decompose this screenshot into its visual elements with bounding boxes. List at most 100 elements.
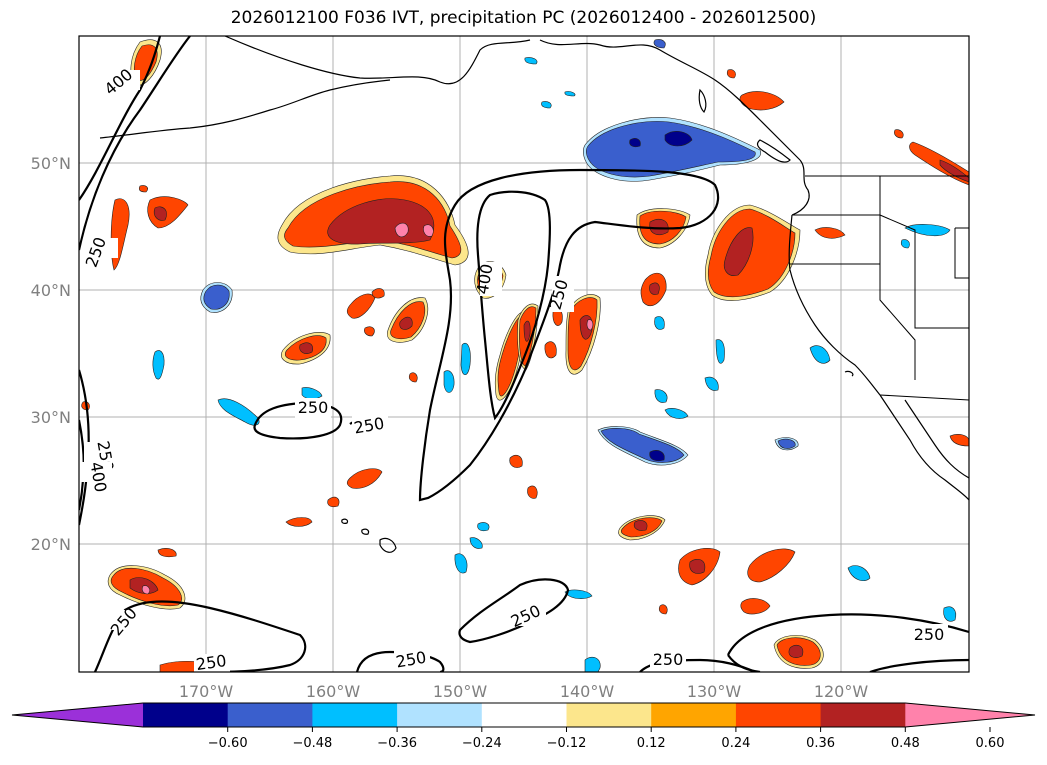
coastlines: [99, 36, 969, 553]
colorbar-segment: [735, 703, 822, 727]
pc-neg-27n-core: [649, 450, 665, 462]
contour-label-bg-13: [910, 624, 948, 644]
colorbar-tick-label: 0.12: [637, 736, 666, 751]
pc-neg-sw-22n-a: [477, 522, 490, 532]
pc-neg-15n-right: [943, 606, 957, 622]
pc-neg-35n-right: [654, 316, 665, 330]
pc-patch-21n-core: [633, 520, 648, 531]
pc-neg-bc-large-inner: [586, 121, 756, 178]
pc-patch-ne-40n-core: [649, 282, 660, 295]
border-nv-ut: [914, 264, 969, 329]
border-id: [879, 176, 916, 264]
contour-label-bg-4: [295, 398, 331, 418]
pc-neg-31n-b: [301, 387, 323, 400]
pc-patch-37n-core: [399, 316, 413, 330]
pc-neg-sw-20n: [469, 537, 483, 549]
pc-neg-27n-b-inner: [777, 438, 796, 449]
map-title: 2026012100 F036 IVT, precipitation PC (2…: [230, 8, 817, 28]
colorbar-tick-label: −0.60: [208, 736, 248, 751]
pc-patch-bc-c: [894, 129, 904, 139]
pc-patch-25n-b: [509, 454, 523, 468]
latitude-labels: 50°N 40°N 30°N 20°N: [31, 154, 71, 554]
lat-label-30n: 30°N: [31, 408, 71, 427]
contour-label-bg-11: [510, 606, 546, 626]
colorbar-segment: [566, 703, 652, 727]
colorbar-tick-label: −0.24: [462, 736, 502, 751]
pc-neg-33n-right: [715, 339, 725, 364]
colorbar-segment: [481, 703, 567, 727]
colorbar-tick-label: 0.60: [976, 736, 1005, 751]
ivt-contour-west-250: [79, 36, 191, 251]
pc-patch-19n-small: [157, 548, 177, 558]
pc-neg-bc-core: [664, 131, 693, 147]
colorbar-tick-label: 0.36: [806, 736, 835, 751]
lon-label-150w: 150°W: [433, 682, 488, 701]
longitude-labels: 170°W 160°W 150°W 140°W 130°W 120°W: [179, 682, 869, 701]
pc-patch-band-d-peak: [586, 319, 594, 331]
pc-neg-35n-coast: [809, 345, 831, 364]
map-frame: [78, 35, 970, 673]
pc-neg-30n-mid: [654, 389, 668, 403]
coastline-hawaii-oahu: [341, 518, 349, 524]
pc-patch-band-a-inner: [497, 315, 523, 397]
pc-patch-coast-45n-core: [723, 227, 754, 276]
colorbar-segment: [397, 703, 483, 727]
lat-label-20n: 20°N: [31, 535, 71, 554]
lon-label-170w: 170°W: [179, 682, 234, 701]
coastline-hawaii-maui: [361, 528, 370, 535]
ivt-contour-bottom-right2: [727, 613, 969, 656]
lat-label-40n: 40°N: [31, 281, 71, 300]
pc-neg-41n-coast: [900, 239, 910, 249]
contour-label-bg-0: [104, 70, 140, 90]
ivt-contour-bottom-right3: [869, 658, 969, 672]
pc-neg-12n: [584, 656, 601, 672]
coastline-channel-islands: [844, 370, 854, 377]
pc-neg-bc-core2: [629, 138, 641, 148]
pc-patch-17n-right: [949, 434, 969, 447]
colorbar-tick-label: 0.24: [721, 736, 750, 751]
pc-patch-18n-b: [747, 548, 796, 583]
pc-patch-coast-44n: [814, 227, 846, 239]
coastline-us-west: [788, 214, 881, 396]
pc-neg-30n-mid2: [664, 408, 689, 419]
lon-label-140w: 140°W: [560, 682, 615, 701]
contour-label-bg-2: [84, 442, 118, 462]
negative-pc-patches: [152, 39, 957, 672]
contour-label-bg-10: [394, 650, 430, 670]
pc-neg-40n-left-inner: [203, 284, 230, 310]
pc-neg-coast-44n: [904, 224, 951, 237]
coastline-alaska: [224, 36, 531, 85]
coastline-gulf-alaska: [539, 39, 801, 161]
colorbar-tick-label: −0.12: [547, 736, 587, 751]
colorbar-tick-label: −0.36: [377, 736, 417, 751]
contour-label: 250: [298, 398, 329, 417]
pc-patch-16n-small: [658, 604, 668, 615]
pc-patch-band-c: [544, 341, 557, 359]
pc-neg-55n-a: [524, 57, 538, 65]
lat-label-50n: 50°N: [31, 154, 71, 173]
lon-label-120w: 120°W: [814, 682, 869, 701]
ivt-contour-tongue-400: [476, 190, 551, 421]
ivt-contour-west-400: [79, 36, 162, 201]
contour-label: 250: [195, 651, 228, 674]
pc-patch-north-central-peak: [394, 222, 409, 238]
colorbar-extend-high: [905, 703, 1035, 727]
pc-neg-bc-top: [653, 39, 666, 49]
pc-patch-sw-17n-peak: [141, 585, 150, 595]
pc-neg-30n-c: [443, 370, 455, 393]
contour-label: 250: [914, 625, 945, 644]
pc-neg-55n-b: [541, 101, 552, 109]
pc-patch-32n-small: [408, 372, 418, 383]
pc-neg-28n-tall: [460, 342, 471, 376]
pc-neg-15n-a: [564, 589, 593, 599]
pc-patch-16n: [740, 598, 771, 615]
pc-patch-ne-45n-core: [649, 219, 669, 235]
pc-patch-22n-a: [285, 517, 313, 527]
pc-patch-22n-b: [327, 496, 340, 508]
pc-neg-35n-left: [152, 350, 165, 380]
border-ca-nv: [879, 264, 916, 380]
coastline-baja-inner: [904, 399, 969, 479]
colorbar-extend-low: [12, 703, 143, 727]
pc-patch-39n: [371, 288, 385, 299]
contour-label-bg-5: [352, 416, 388, 436]
